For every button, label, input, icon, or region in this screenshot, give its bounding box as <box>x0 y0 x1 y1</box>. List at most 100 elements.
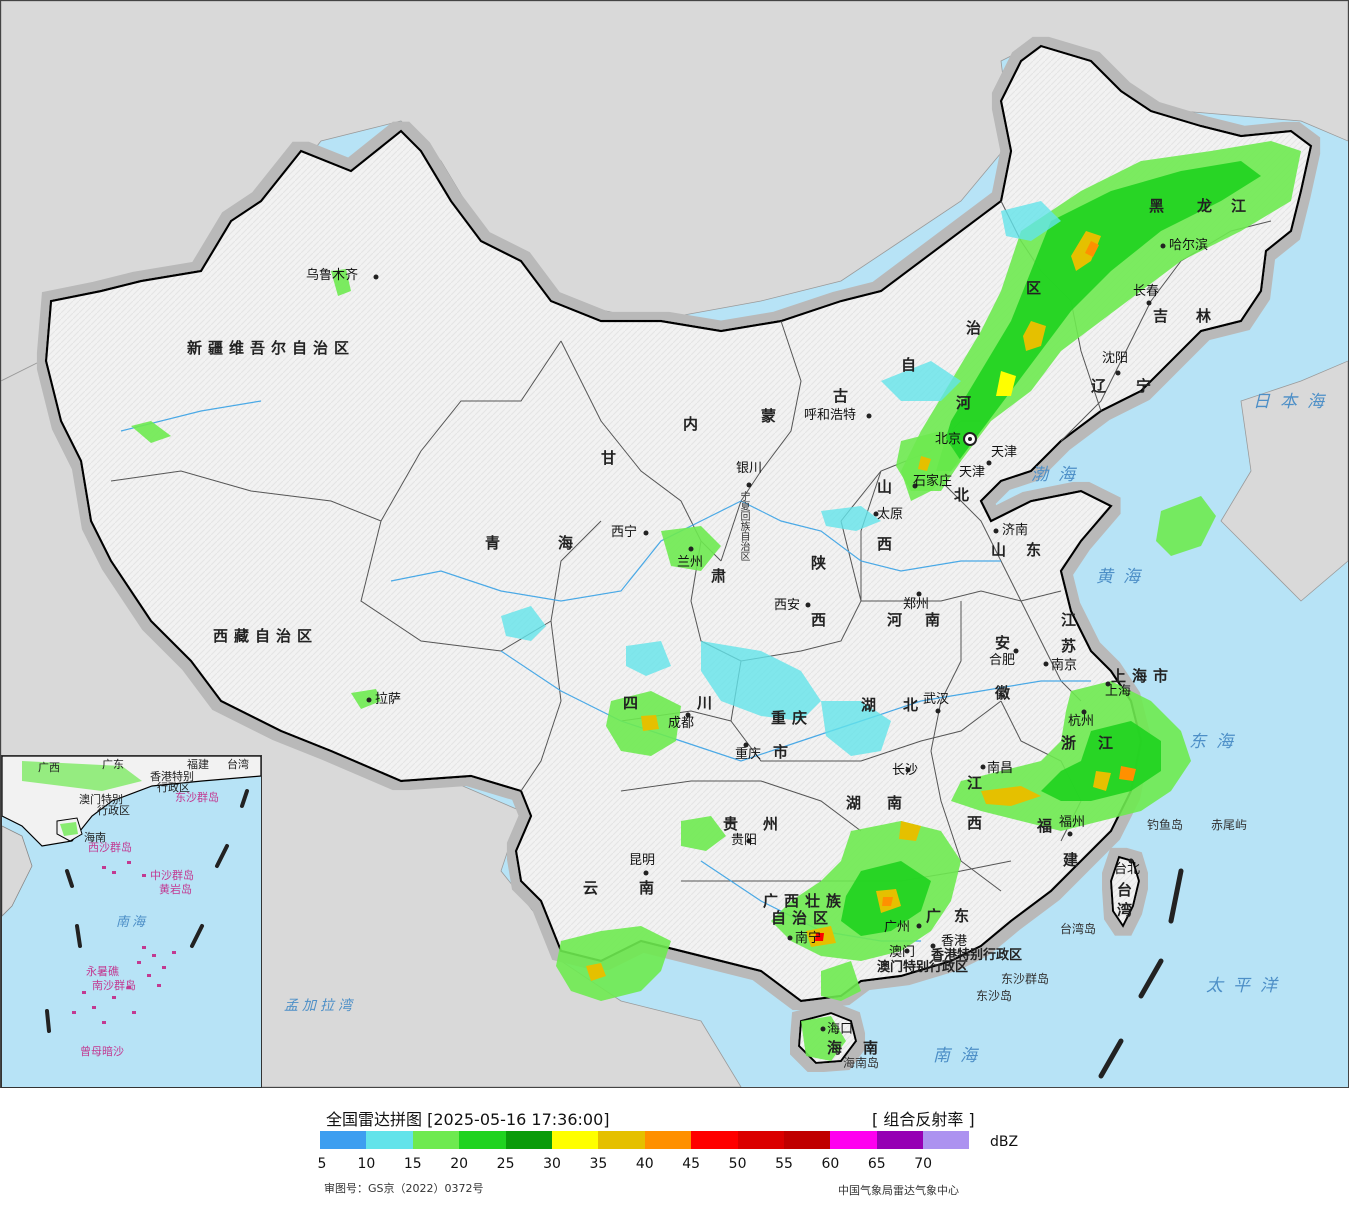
region-label: 宁夏回族自治区 <box>738 491 749 561</box>
city-label: 拉萨 <box>375 692 402 707</box>
city-dot <box>993 528 999 534</box>
city-label: 乌鲁木齐 <box>306 268 359 283</box>
capital-icon <box>963 432 977 446</box>
region-label: 湾 <box>1117 901 1139 919</box>
city-label: 武汉 <box>923 692 950 707</box>
region-label: 贵 <box>723 815 745 833</box>
region-label: 河 <box>956 394 978 412</box>
city-label: 南京 <box>1051 658 1078 673</box>
region-label: 宁 <box>1136 377 1158 395</box>
region-label: 安 <box>995 634 1017 652</box>
legend-tick-label: 65 <box>867 1156 886 1172</box>
city-label: 长沙 <box>892 763 919 778</box>
inset-label: 海南 <box>84 831 106 844</box>
region-label: 山 <box>877 478 899 496</box>
city-dot <box>904 948 910 954</box>
legend-tick-label: 10 <box>357 1156 376 1172</box>
region-label: 甘 <box>601 449 623 467</box>
region-label: 东 <box>1026 541 1048 559</box>
inset-label: 澳门特别 <box>79 793 123 806</box>
inset-canvas <box>2 756 261 1033</box>
city-label: 天津 <box>959 465 986 480</box>
city-label: 上海 <box>1105 684 1132 699</box>
region-label: 台 <box>1117 881 1139 899</box>
legend-footer: 全国雷达拼图 [2025-05-16 17:36:00] [ 组合反射率 ] d… <box>0 1088 1349 1208</box>
region-label: 西 <box>877 535 899 553</box>
legend-swatch <box>320 1131 367 1149</box>
unit-label: dBZ <box>990 1134 1019 1150</box>
maritime-boundary <box>1098 868 1184 1079</box>
legend-tick-label: 70 <box>914 1156 933 1172</box>
region-label: 西藏自治区 <box>213 627 319 645</box>
city-label: 北京 <box>935 432 962 447</box>
region-label: 林 <box>1196 307 1218 325</box>
city-dot <box>916 591 922 597</box>
region-label: 市 <box>773 743 795 761</box>
city-label: 合肥 <box>989 653 1016 668</box>
region-label: 南 <box>639 879 661 897</box>
region-label: 浙 <box>1061 734 1083 752</box>
city-label: 重庆 <box>735 747 762 762</box>
island-label: 钓鱼岛 <box>1147 818 1184 832</box>
city-label: 贵阳 <box>731 833 758 848</box>
credit-text: 中国气象局雷达气象中心 <box>838 1184 959 1197</box>
legend-swatch <box>366 1131 413 1149</box>
city-dot <box>1160 243 1166 249</box>
region-label: 自 <box>901 356 923 374</box>
region-label: 湖 <box>861 696 883 714</box>
region-label: 蒙 <box>761 407 783 425</box>
south-china-sea-inset: 广西 广东 福建 台湾 香港特别 行政区 澳门特别 行政区 东沙群岛 海南 西沙… <box>1 755 262 1088</box>
city-label: 香港 <box>941 934 968 949</box>
inset-label: 福建 <box>187 758 209 771</box>
legend-tick-label: 35 <box>589 1156 608 1172</box>
region-label: 苏 <box>1061 637 1083 655</box>
inset-label: 广西 <box>38 761 60 774</box>
region-label: 吉 <box>1153 307 1175 325</box>
region-label: 四 <box>623 694 645 712</box>
city-dot <box>787 935 793 941</box>
approval-number: 审图号：GS京（2022）0372号 <box>324 1182 484 1195</box>
city-dot <box>373 274 379 280</box>
region-label: 内 <box>683 415 705 433</box>
city-dot <box>820 1026 826 1032</box>
sea-label: 渤海 <box>1031 465 1085 485</box>
city-dot <box>805 602 811 608</box>
region-label: 陕 <box>811 554 833 572</box>
city-label: 南宁 <box>795 931 822 946</box>
inset-label: 行政区 <box>97 804 130 817</box>
region-label: 区 <box>1026 279 1048 297</box>
city-label: 昆明 <box>629 853 656 868</box>
city-label: 南昌 <box>987 761 1014 776</box>
inset-label: 东沙群岛 <box>175 791 219 804</box>
city-dot <box>1105 681 1111 687</box>
sea-label: 南海 <box>933 1046 987 1066</box>
inset-label: 永暑礁 <box>86 965 119 978</box>
region-label: 上海市 <box>1111 667 1175 685</box>
region-label: 东 <box>954 907 976 925</box>
legend-swatch <box>783 1131 831 1149</box>
region-label: 黑 <box>1149 197 1171 215</box>
inset-label: 广东 <box>102 758 124 771</box>
legend-swatch <box>830 1131 877 1149</box>
city-dot <box>1043 661 1049 667</box>
legend-swatch <box>644 1131 692 1149</box>
island-label: 东沙群岛 <box>1001 972 1050 986</box>
city-dot <box>1013 648 1019 654</box>
inset-label: 中沙群岛 <box>150 869 194 882</box>
city-dot <box>866 413 872 419</box>
region-label: 新疆维吾尔自治区 <box>187 339 356 357</box>
legend-swatch <box>691 1131 738 1149</box>
city-dot <box>1081 709 1087 715</box>
island-label: 赤尾屿 <box>1211 818 1248 832</box>
legend-swatch <box>412 1131 460 1149</box>
legend-tick-label: 30 <box>543 1156 561 1172</box>
city-dot <box>1115 370 1121 376</box>
region-label: 肃 <box>711 567 733 585</box>
inset-label: 香港特别 <box>150 770 194 783</box>
city-label: 西宁 <box>611 525 638 540</box>
city-dot <box>912 483 918 489</box>
region-label: 海 <box>827 1039 849 1057</box>
inset-label: 行政区 <box>157 781 190 794</box>
region-label: 江 <box>967 774 989 792</box>
region-label: 河 <box>887 611 909 629</box>
